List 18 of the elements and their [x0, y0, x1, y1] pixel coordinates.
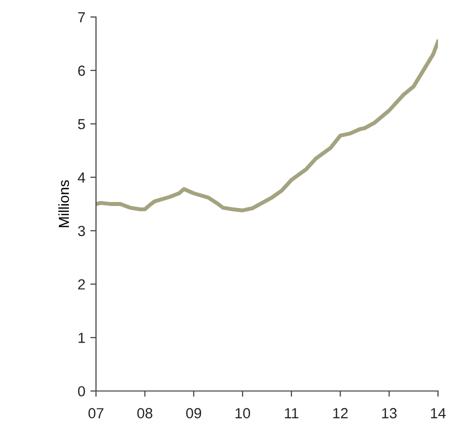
x-tick-label: 10 — [236, 408, 250, 418]
y-tick-label: 1 — [78, 332, 85, 343]
x-tick-label: 08 — [137, 408, 152, 418]
y-tick-label: 2 — [78, 279, 85, 290]
x-tick-label: 12 — [333, 408, 348, 418]
y-tick-label: 0 — [78, 386, 86, 396]
x-tick-label: 09 — [186, 408, 202, 418]
y-axis-title: Millions — [58, 180, 70, 228]
x-tick-label: 13 — [382, 408, 397, 418]
y-tick-label: 4 — [78, 172, 86, 183]
y-tick-label: 7 — [78, 12, 85, 22]
line-series — [96, 40, 438, 212]
y-tick-label: 3 — [78, 226, 85, 236]
x-tick-label: 11 — [284, 408, 298, 418]
x-tick-label: 07 — [88, 408, 104, 418]
y-tick-label: 6 — [78, 66, 85, 76]
y-tick-label: 5 — [78, 119, 85, 130]
x-tick-label: 14 — [431, 408, 446, 418]
